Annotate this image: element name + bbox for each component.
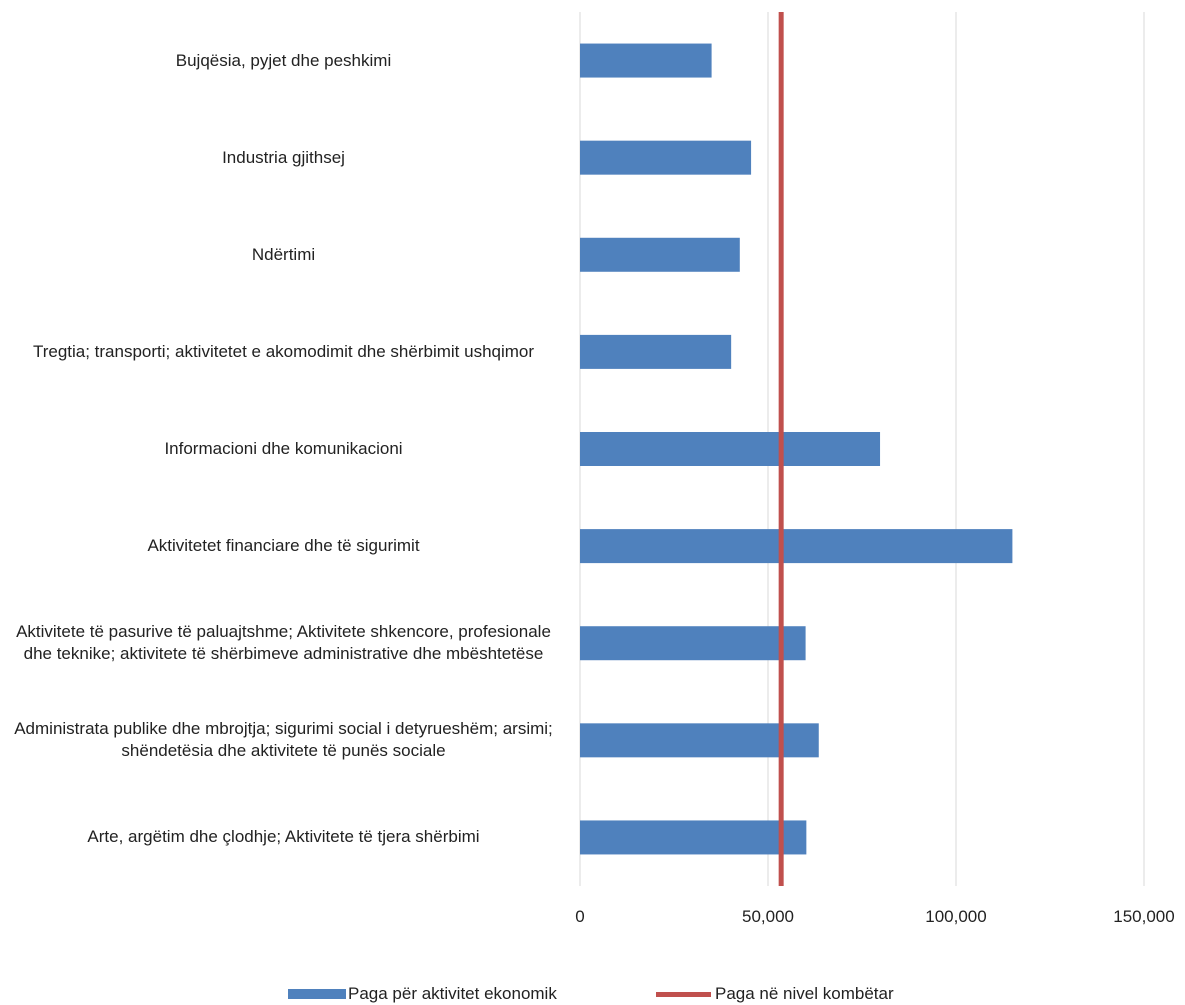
legend-item-line: Paga në nivel kombëtar	[656, 984, 894, 1004]
category-label: Aktivitete të pasurive të paluajtshme; A…	[16, 622, 551, 664]
category-label: Ndërtimi	[251, 244, 316, 264]
legend: Paga për aktivitet ekonomik Paga në nive…	[0, 984, 1185, 1004]
bar	[580, 820, 807, 855]
bar	[580, 43, 712, 78]
x-tick-label: 0	[575, 907, 584, 926]
bar	[580, 529, 1013, 564]
bar	[580, 237, 740, 272]
category-label: Informacioni dhe komunikacioni	[164, 439, 403, 458]
legend-swatch-line	[656, 991, 711, 997]
x-tick-label: 50,000	[742, 907, 794, 926]
category-label: Aktivitetet financiare dhe të sigurimit	[147, 536, 420, 556]
bar	[580, 432, 881, 466]
legend-swatch-bar	[288, 989, 346, 999]
legend-item-bar: Paga për aktivitet ekonomik	[288, 984, 557, 1004]
x-tick-label: 150,000	[1113, 907, 1174, 926]
category-label: Administrata publike dhe mbrojtja; sigur…	[14, 719, 553, 761]
legend-label-line: Paga në nivel kombëtar	[715, 984, 894, 1003]
category-label: Arte, argëtim dhe çlodhje; Aktivitete të…	[87, 827, 480, 847]
bar	[580, 140, 752, 175]
legend-label-bar: Paga për aktivitet ekonomik	[348, 984, 557, 1003]
category-label: Bujqësia, pyjet dhe peshkimi	[175, 50, 392, 70]
x-tick-label: 100,000	[925, 907, 986, 926]
category-label: Tregtia; transporti; aktivitetet e akomo…	[32, 341, 535, 361]
bar	[580, 334, 732, 369]
category-label: Industria gjithsej	[222, 147, 345, 167]
bar	[580, 626, 806, 661]
